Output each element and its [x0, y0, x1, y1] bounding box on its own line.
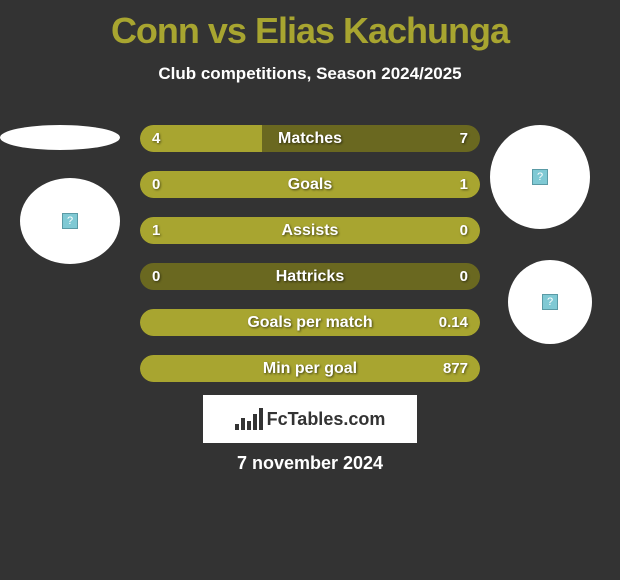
stat-value-left: 0 [152, 171, 160, 198]
logo-box: FcTables.com [203, 395, 417, 443]
stat-label: Goals [140, 171, 480, 198]
stat-value-right: 1 [460, 171, 468, 198]
stat-value-left: 4 [152, 125, 160, 152]
placeholder-icon: ? [532, 169, 548, 185]
comparison-chart: Matches47Goals01Assists10Hattricks00Goal… [140, 125, 480, 401]
stat-label: Hattricks [140, 263, 480, 290]
stat-value-left: 1 [152, 217, 160, 244]
player-avatar-left: ? [20, 178, 120, 264]
date-label: 7 november 2024 [0, 453, 620, 474]
page-title: Conn vs Elias Kachunga [0, 0, 620, 52]
stat-value-right: 7 [460, 125, 468, 152]
stat-label: Assists [140, 217, 480, 244]
stat-row: Assists1 0 [140, 217, 480, 244]
placeholder-icon: ? [542, 294, 558, 310]
stat-value-right: 0 [460, 217, 468, 244]
stat-label: Min per goal [140, 355, 480, 382]
stat-label: Goals per match [140, 309, 480, 336]
stat-row: Goals0 1 [140, 171, 480, 198]
decor-ellipse-top-left [0, 125, 120, 150]
stat-row: Matches4 7 [140, 125, 480, 152]
logo-bars-icon [235, 408, 263, 430]
stat-label: Matches [140, 125, 480, 152]
stat-row: Min per goal877 [140, 355, 480, 382]
stat-row: Hattricks0 0 [140, 263, 480, 290]
player-avatar-right-top: ? [490, 125, 590, 229]
subtitle: Club competitions, Season 2024/2025 [0, 64, 620, 84]
stat-row: Goals per match0.14 [140, 309, 480, 336]
stat-value-right: 0.14 [439, 309, 468, 336]
stat-value-left: 0 [152, 263, 160, 290]
stat-value-right: 0 [460, 263, 468, 290]
stat-value-right: 877 [443, 355, 468, 382]
player-avatar-right-bottom: ? [508, 260, 592, 344]
logo-text: FcTables.com [267, 409, 386, 430]
placeholder-icon: ? [62, 213, 78, 229]
